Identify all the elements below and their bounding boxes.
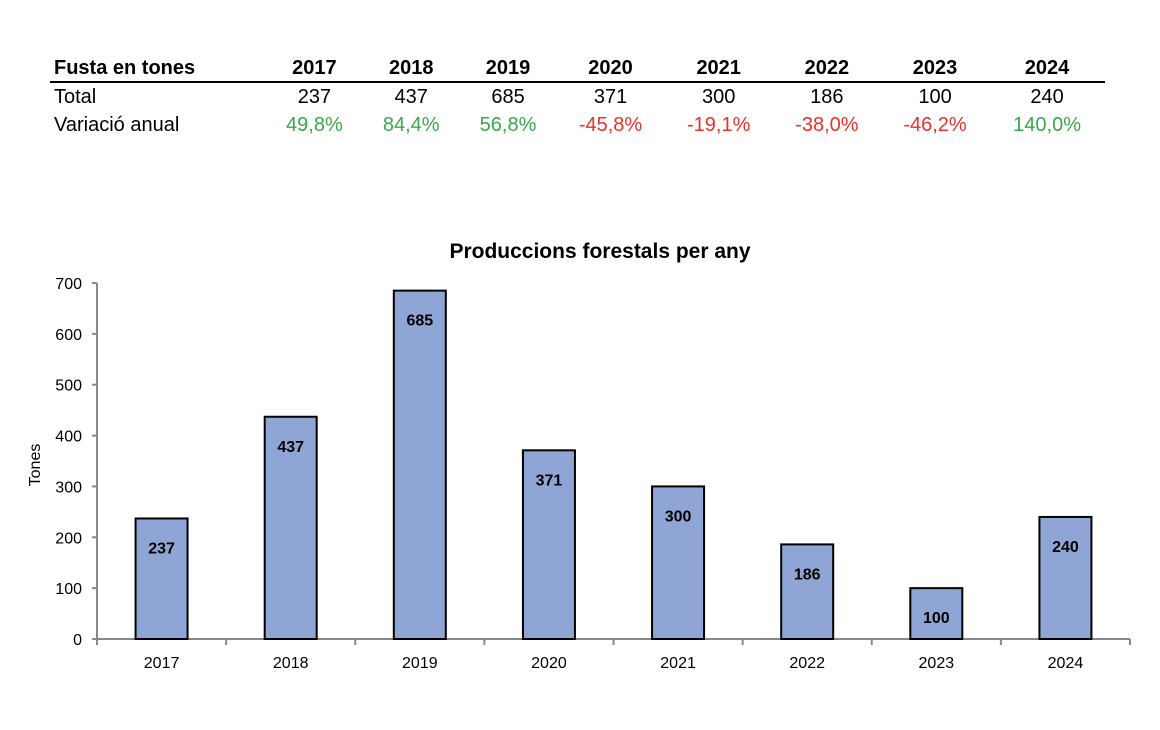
total-cell: 237: [297, 85, 332, 108]
variation-cell: -46,2%: [903, 113, 967, 136]
x-tick-label: 2019: [402, 655, 438, 672]
y-tick-label: 700: [55, 276, 82, 293]
total-cell: 437: [394, 85, 428, 108]
y-tick-label: 0: [73, 632, 82, 649]
variation-cell: -19,1%: [687, 113, 751, 136]
header-year: 2018: [362, 56, 460, 83]
bar-2023: [909, 587, 964, 641]
row-label: Variació anual: [54, 113, 180, 136]
data-label: 300: [665, 508, 692, 525]
bar-2021: [651, 485, 706, 640]
variation-cell: 49,8%: [286, 113, 343, 136]
header-year: 2022: [772, 56, 881, 83]
total-cell: 685: [491, 85, 525, 108]
data-label: 100: [923, 610, 950, 627]
total-cell: 240: [1030, 85, 1064, 108]
variation-cell: 56,8%: [479, 113, 537, 136]
bar-2018: [263, 415, 318, 640]
header-year: 2023: [880, 56, 990, 83]
x-tick-label: 2018: [273, 655, 309, 672]
table-row-total: Total 237 437 685 371 300 186 100 240: [50, 82, 1105, 111]
y-tick-label: 200: [55, 530, 82, 547]
variation-cell: 84,4%: [382, 113, 440, 136]
x-tick-label: 2021: [660, 655, 696, 672]
total-cell: 100: [918, 85, 952, 108]
variation-cell: -45,8%: [578, 113, 643, 136]
table-header-row: Fusta en tones 2017 2018 2019 2020 2021 2022 2…: [50, 56, 1105, 83]
x-tick-label: 2017: [144, 655, 180, 672]
data-label: 685: [406, 313, 433, 330]
total-cell: 300: [702, 85, 736, 108]
bar-2022: [780, 543, 835, 640]
total-cell: 186: [810, 85, 844, 108]
data-label: 371: [536, 472, 563, 489]
data-label: 437: [277, 439, 304, 456]
data-label: 237: [148, 540, 175, 557]
data-label: 240: [1052, 539, 1079, 556]
row-label: Total: [54, 85, 97, 108]
variation-cell: -38,0%: [795, 113, 859, 136]
bar-2019: [392, 289, 447, 640]
production-table: Fusta en tones 2017 2018 2019 2020 2021 2022 2…: [50, 56, 1105, 139]
y-axis-label: Tones: [27, 444, 44, 487]
data-label: 186: [794, 566, 821, 583]
table-row-variation: Variació anual 49,8% 84,4% 56,8% -45,8% -19,…: [50, 111, 1105, 139]
variation-cell: 140,0%: [1013, 113, 1081, 136]
x-tick-label: 2022: [789, 655, 825, 672]
x-tick-label: 2024: [1048, 655, 1084, 672]
chart-title: Produccions forestals per any: [449, 240, 750, 263]
header-year: 2020: [556, 56, 665, 83]
y-tick-label: 300: [55, 479, 82, 496]
total-cell: 371: [593, 85, 628, 108]
y-tick-label: 600: [55, 327, 82, 344]
bar-2017: [134, 517, 189, 640]
header-label: Fusta en tones: [50, 56, 266, 83]
y-tick-label: 500: [55, 378, 82, 395]
bar-2024: [1038, 515, 1093, 641]
header-year: 2019: [459, 56, 557, 83]
y-tick-label: 400: [55, 429, 82, 446]
x-tick-label: 2020: [531, 655, 567, 672]
header-year: 2024: [989, 56, 1105, 83]
y-tick-label: 100: [55, 581, 82, 598]
bar-2020: [521, 449, 576, 640]
x-tick-label: 2023: [919, 655, 955, 672]
header-year: 2017: [266, 56, 363, 83]
header-year: 2021: [664, 56, 773, 83]
